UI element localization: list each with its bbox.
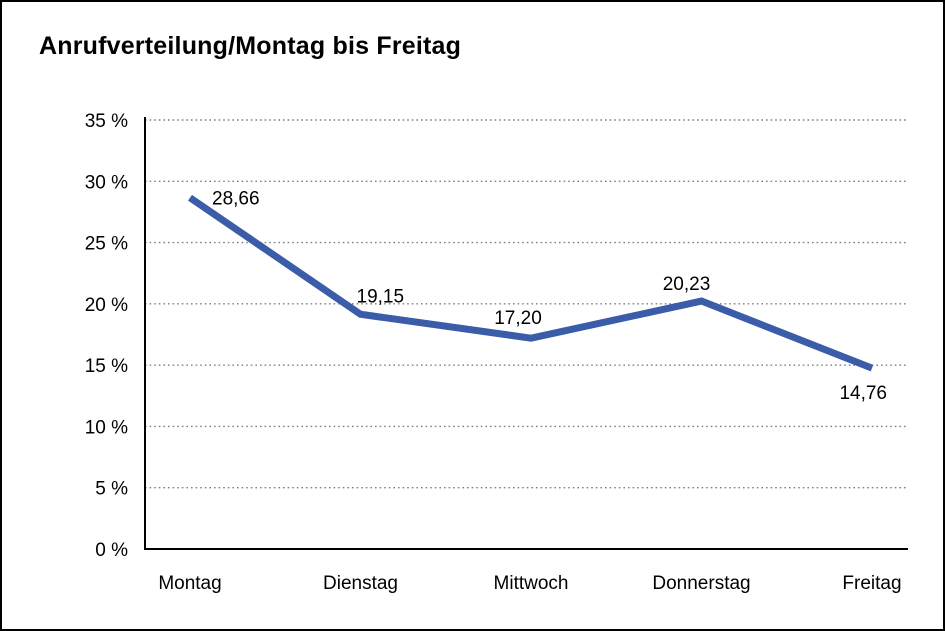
x-category-label: Dienstag xyxy=(323,573,398,594)
y-tick-label: 5 % xyxy=(95,479,128,500)
chart-title: Anrufverteilung/Montag bis Freitag xyxy=(39,32,462,60)
x-category-label: Freitag xyxy=(842,573,901,594)
x-category-label: Mittwoch xyxy=(494,573,569,594)
y-tick-label: 35 % xyxy=(85,111,128,132)
x-category-label: Donnerstag xyxy=(652,573,750,594)
y-tick-label: 20 % xyxy=(85,295,128,316)
data-point-label: 28,66 xyxy=(212,189,260,210)
y-tick-label: 25 % xyxy=(85,234,128,255)
y-tick-label: 10 % xyxy=(85,417,128,438)
y-tick-label: 15 % xyxy=(85,356,128,377)
data-line xyxy=(188,194,874,372)
data-point-label: 14,76 xyxy=(839,383,887,404)
x-category-label: Montag xyxy=(158,573,221,594)
data-point-label: 19,15 xyxy=(357,286,405,307)
data-point-label: 20,23 xyxy=(663,274,711,295)
data-point-label: 17,20 xyxy=(494,308,542,329)
y-tick-label: 30 % xyxy=(85,172,128,193)
y-tick-label: 0 % xyxy=(95,540,128,561)
